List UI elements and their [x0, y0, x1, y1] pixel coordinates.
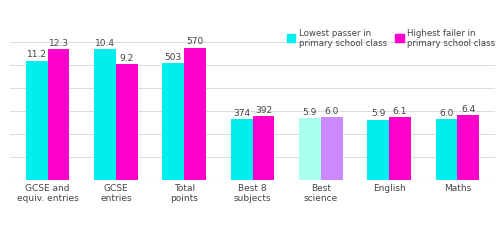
Bar	[368, 120, 389, 180]
Bar	[116, 65, 138, 180]
Text: 11.2: 11.2	[26, 50, 46, 59]
Bar	[299, 119, 321, 180]
Text: 6.0: 6.0	[324, 106, 339, 115]
Text: 392: 392	[255, 106, 272, 115]
Text: 570: 570	[186, 37, 204, 46]
Text: 12.3: 12.3	[48, 39, 68, 48]
Text: 9.2: 9.2	[120, 54, 134, 63]
Bar	[162, 64, 184, 180]
Bar	[184, 48, 206, 180]
Bar	[321, 118, 342, 180]
Text: 503: 503	[164, 53, 182, 61]
Text: 6.1: 6.1	[393, 107, 407, 116]
Bar	[389, 118, 411, 180]
Bar	[252, 117, 274, 180]
Text: 5.9: 5.9	[371, 109, 386, 118]
Bar	[94, 50, 116, 180]
Text: 5.9: 5.9	[302, 107, 317, 116]
Text: 374: 374	[233, 109, 250, 118]
Text: 6.0: 6.0	[440, 108, 454, 117]
Bar	[458, 115, 479, 180]
Bar	[436, 119, 458, 180]
Bar	[48, 50, 70, 180]
Text: 6.4: 6.4	[461, 104, 475, 113]
Bar	[26, 61, 48, 180]
Text: 10.4: 10.4	[95, 39, 115, 48]
Bar	[230, 120, 252, 180]
Legend: Lowest passer in
primary school class, Highest failer in
primary school class: Lowest passer in primary school class, H…	[286, 29, 496, 48]
